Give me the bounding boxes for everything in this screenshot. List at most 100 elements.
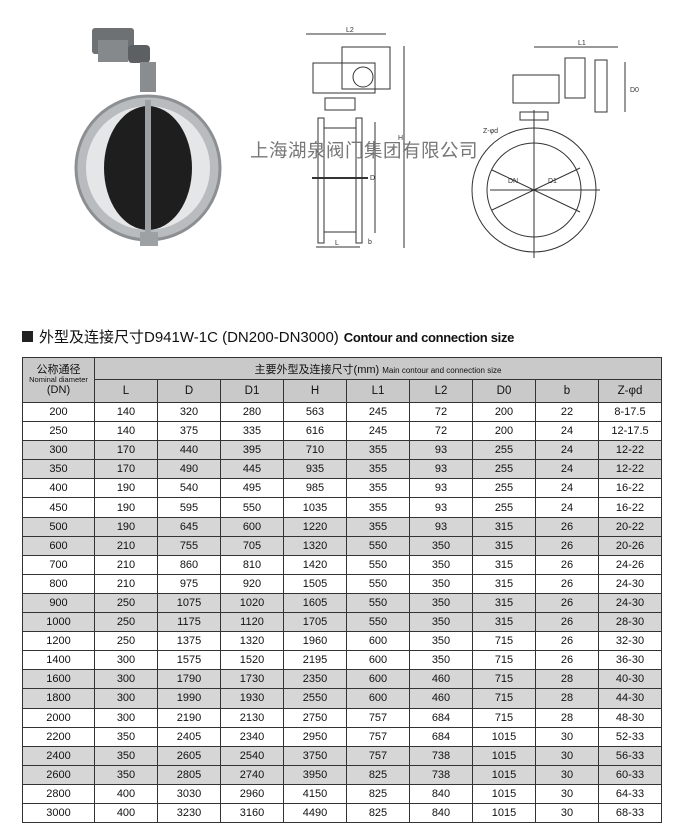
table-cell: 20-26 xyxy=(598,535,662,556)
table-cell: 190 xyxy=(94,497,158,518)
cell-dn: 2000 xyxy=(22,707,95,728)
table-cell: 350 xyxy=(94,726,158,747)
table-cell: 16-22 xyxy=(598,478,662,499)
column-header: D xyxy=(157,379,221,403)
header-main: 主要外型及连接尺寸(mm) Main contour and connectio… xyxy=(94,357,662,380)
table-cell: 12-22 xyxy=(598,440,662,461)
cell-dn: 500 xyxy=(22,516,95,537)
table-row: 2400 350 2605 2540 3750 757 738 1015 30 56-33 xyxy=(22,745,662,766)
table-cell: 495 xyxy=(220,478,284,499)
table-cell: 825 xyxy=(346,783,410,804)
table-cell: 12-22 xyxy=(598,459,662,480)
table-cell: 1035 xyxy=(283,497,347,518)
label-L2: L2 xyxy=(346,27,354,34)
table-cell: 860 xyxy=(157,554,221,575)
table-row: 1000 250 1175 1120 1705 550 350 315 26 28-30 xyxy=(22,612,662,633)
table-cell: 255 xyxy=(472,478,536,499)
table-cell: 715 xyxy=(472,631,536,652)
table-row: 700 210 860 810 1420 550 350 315 26 24-26 xyxy=(22,554,662,575)
table-row: 400 190 540 495 985 355 93 255 24 16-22 xyxy=(22,478,662,499)
table-cell: 350 xyxy=(409,554,473,575)
cell-dn: 300 xyxy=(22,440,95,461)
table-cell: 350 xyxy=(94,745,158,766)
table-cell: 26 xyxy=(535,631,599,652)
header-main-cn: 主要外型及连接尺寸(mm) xyxy=(254,363,380,376)
table-cell: 36-30 xyxy=(598,650,662,671)
front-view-drawing xyxy=(471,46,626,258)
table-cell: 1020 xyxy=(220,592,284,614)
table-cell: 24 xyxy=(535,459,599,480)
column-header: L1 xyxy=(346,379,410,403)
table-cell: 48-30 xyxy=(598,707,662,728)
table-cell: 1120 xyxy=(220,612,284,633)
table-cell: 715 xyxy=(472,707,536,728)
title-en: Contour and connection size xyxy=(343,330,515,345)
table-cell: 315 xyxy=(472,535,536,556)
cell-dn: 250 xyxy=(22,421,95,442)
table-cell: 26 xyxy=(535,554,599,575)
table-cell: 550 xyxy=(220,497,284,518)
table-cell: 710 xyxy=(283,440,347,461)
table-cell: 40-30 xyxy=(598,669,662,690)
table-cell: 350 xyxy=(409,650,473,671)
table-cell: 28 xyxy=(535,688,599,709)
table-cell: 1175 xyxy=(157,612,221,633)
table-cell: 300 xyxy=(94,669,158,690)
table-cell: 4150 xyxy=(283,783,347,804)
table-cell: 1605 xyxy=(283,592,347,614)
table-cell: 550 xyxy=(346,592,410,614)
title-cn: 外型及连接尺寸D941W-1C (DN200-DN3000) xyxy=(39,329,339,346)
cell-dn: 1600 xyxy=(22,669,95,690)
table-cell: 250 xyxy=(94,631,158,652)
table-cell: 1015 xyxy=(472,745,536,766)
table-cell: 600 xyxy=(346,650,410,671)
table-cell: 755 xyxy=(157,535,221,556)
product-drawings: L2 H D L b L1 D0 Z-φd DN D1 xyxy=(74,27,639,258)
table-cell: 30 xyxy=(535,764,599,785)
table-cell: 68-33 xyxy=(598,802,662,824)
table-cell: 1705 xyxy=(283,612,347,633)
table-cell: 170 xyxy=(94,440,158,461)
label-b: b xyxy=(368,239,372,246)
cell-dn: 400 xyxy=(22,478,95,499)
table-cell: 32-30 xyxy=(598,631,662,652)
table-cell: 28 xyxy=(535,707,599,728)
table-cell: 93 xyxy=(409,478,473,499)
table-row: 900 250 1075 1020 1605 550 350 315 26 24-30 xyxy=(22,592,662,614)
table-cell: 1015 xyxy=(472,802,536,824)
table-cell: 1960 xyxy=(283,631,347,652)
table-cell: 30 xyxy=(535,745,599,766)
table-cell: 8-17.5 xyxy=(598,401,662,423)
table-cell: 26 xyxy=(535,650,599,671)
table-cell: 255 xyxy=(472,497,536,518)
table-cell: 190 xyxy=(94,516,158,537)
table-cell: 300 xyxy=(94,688,158,709)
label-D0: D0 xyxy=(630,87,639,94)
table-cell: 170 xyxy=(94,459,158,480)
table-cell: 200 xyxy=(472,421,536,442)
table-cell: 355 xyxy=(346,516,410,537)
table-cell: 315 xyxy=(472,573,536,594)
table-cell: 3750 xyxy=(283,745,347,766)
table-cell: 1075 xyxy=(157,592,221,614)
table-cell: 245 xyxy=(346,401,410,423)
table-cell: 757 xyxy=(346,745,410,766)
table-cell: 616 xyxy=(283,421,347,442)
table-cell: 300 xyxy=(94,707,158,728)
table-cell: 810 xyxy=(220,554,284,575)
table-cell: 400 xyxy=(94,802,158,824)
label-D1: D1 xyxy=(548,178,557,185)
table-row: 1200 250 1375 1320 1960 600 350 715 26 32-30 xyxy=(22,631,662,652)
table-cell: 93 xyxy=(409,440,473,461)
header-dn-cn: 公称通径 xyxy=(36,364,81,376)
table-cell: 2550 xyxy=(283,688,347,709)
table-cell: 26 xyxy=(535,516,599,537)
table-cell: 400 xyxy=(94,783,158,804)
table-cell: 255 xyxy=(472,440,536,461)
table-row: 200 140 320 280 563 245 72 200 22 8-17.5 xyxy=(22,401,662,423)
column-header: H xyxy=(283,379,347,403)
table-cell: 280 xyxy=(220,401,284,423)
cell-dn: 2400 xyxy=(22,745,95,766)
table-cell: 445 xyxy=(220,459,284,480)
table-row: 1400 300 1575 1520 2195 600 350 715 26 36-30 xyxy=(22,650,662,671)
